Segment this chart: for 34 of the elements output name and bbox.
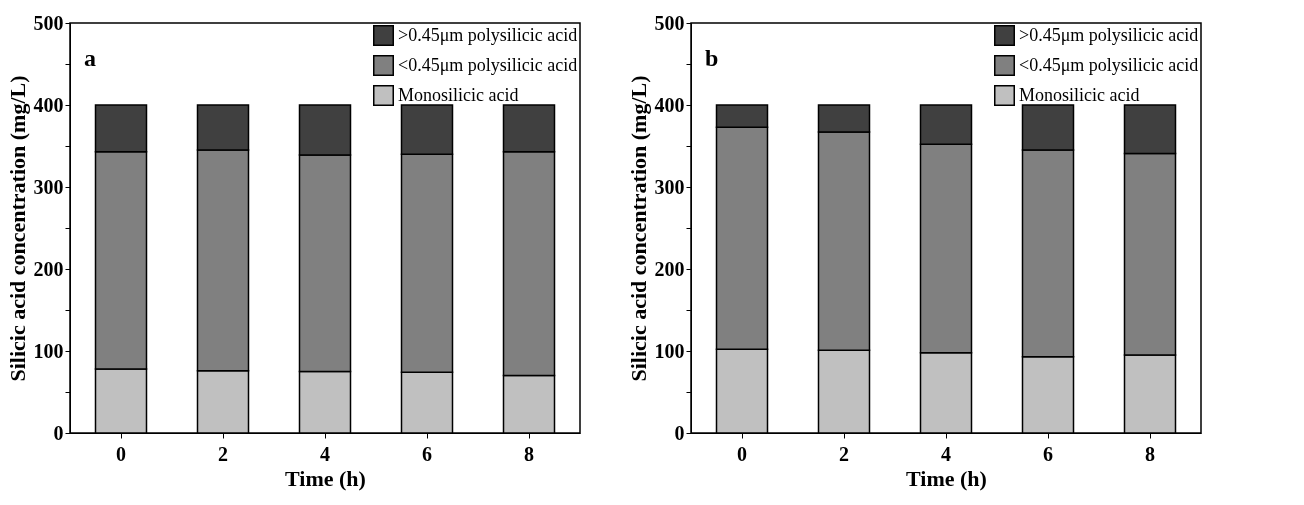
annotation: b (705, 45, 719, 71)
y-tick-label: 200 (33, 257, 64, 280)
y-tick-label: 400 (33, 93, 64, 116)
legend-label: <0.45μm polysilicic acid (398, 54, 578, 75)
y-tick-label: 300 (654, 175, 685, 198)
legend-label: Monosilicic acid (398, 84, 519, 105)
y-tick-label: 500 (33, 11, 64, 34)
legend-label: >0.45μm polysilicic acid (1019, 24, 1199, 45)
x-axis-title: Time (h) (285, 465, 366, 491)
annotation: a (84, 45, 96, 71)
y-axis-title: Silicic acid concentration (mg/L) (625, 75, 651, 382)
legend-label: >0.45μm polysilicic acid (398, 24, 578, 45)
legend-label: <0.45μm polysilicic acid (1019, 54, 1199, 75)
y-tick-label: 100 (33, 339, 64, 362)
y-tick-label: 100 (654, 339, 685, 362)
x-tick-label: 6 (422, 442, 432, 465)
y-tick-label: 0 (53, 421, 64, 444)
y-tick-label: 200 (654, 257, 685, 280)
y-tick-label: 0 (674, 421, 685, 444)
y-tick-label: 300 (33, 175, 64, 198)
y-tick-label: 500 (654, 11, 685, 34)
x-axis-title: Time (h) (906, 465, 987, 491)
y-axis-title: Silicic acid concentration (mg/L) (4, 75, 30, 382)
y-tick-label: 400 (654, 93, 685, 116)
x-tick-label: 0 (737, 442, 747, 465)
x-tick-label: 4 (320, 442, 330, 465)
x-tick-label: 8 (524, 442, 534, 465)
legend-label: Monosilicic acid (1019, 84, 1140, 105)
x-tick-label: 0 (116, 442, 126, 465)
x-tick-label: 2 (218, 442, 228, 465)
x-tick-label: 4 (941, 442, 951, 465)
x-tick-label: 6 (1043, 442, 1053, 465)
x-tick-label: 8 (1145, 442, 1155, 465)
x-tick-label: 2 (839, 442, 849, 465)
